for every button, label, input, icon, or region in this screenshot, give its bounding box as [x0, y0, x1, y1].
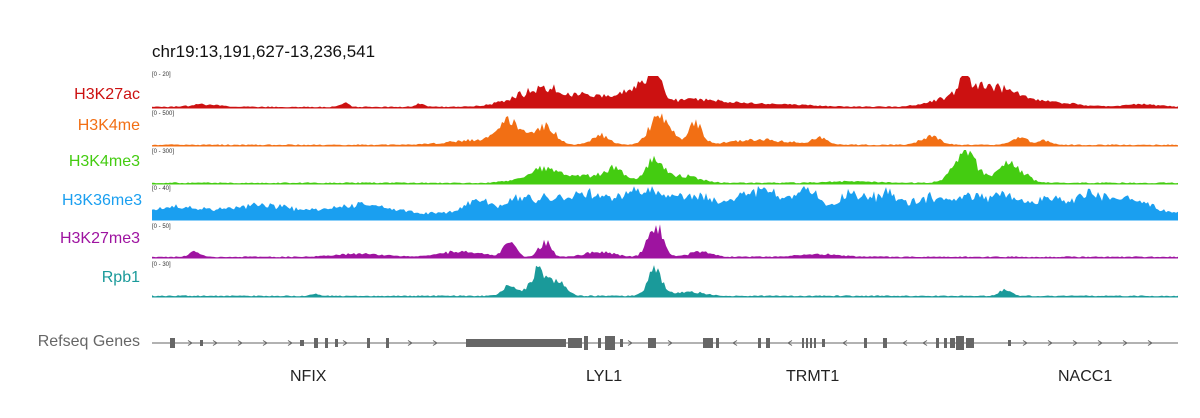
gene-label-trmt1[interactable]: TRMT1 — [786, 368, 840, 385]
range-rpb1: [0 - 30] — [152, 262, 171, 268]
strand-arrow — [342, 340, 348, 346]
track-label-h3k27me3[interactable]: H3K27me3 — [59, 230, 140, 247]
strand-arrow — [787, 340, 793, 346]
locus-coordinates[interactable]: chr19:13,191,627-13,236,541 — [152, 42, 376, 61]
exon-block[interactable] — [300, 340, 304, 346]
exon-block[interactable] — [966, 338, 974, 348]
strand-arrow — [237, 340, 243, 346]
exon-block[interactable] — [170, 338, 175, 348]
signal-rpb1[interactable] — [152, 265, 1178, 297]
strand-arrow — [532, 340, 538, 346]
track-label-h3k36me3[interactable]: H3K36me3 — [61, 192, 142, 209]
strand-arrow — [667, 340, 673, 346]
strand-arrow — [507, 340, 513, 346]
track-label-h3k4me[interactable]: H3K4me — [77, 117, 140, 134]
exon-block[interactable] — [568, 338, 582, 348]
range-h3k4me3: [0 - 300] — [152, 149, 175, 155]
exon-block[interactable] — [466, 339, 566, 347]
gene-label-lyl1[interactable]: LYL1 — [586, 368, 623, 385]
exon-block[interactable] — [883, 338, 887, 348]
exon-block[interactable] — [598, 338, 601, 348]
exon-block[interactable] — [758, 338, 761, 348]
exon-block[interactable] — [766, 338, 770, 348]
track-label-h3k4me3[interactable]: H3K4me3 — [68, 153, 140, 170]
strand-arrow — [732, 340, 738, 346]
strand-arrow — [407, 340, 413, 346]
signal-h3k4me[interactable] — [152, 113, 1178, 146]
strand-arrow — [432, 340, 438, 346]
track-label-refseq-genes[interactable]: Refseq Genes — [37, 333, 140, 350]
range-h3k36me3: [0 - 40] — [152, 186, 171, 192]
signal-h3k4me3[interactable] — [152, 150, 1178, 184]
exon-block[interactable] — [200, 340, 203, 346]
track-label-h3k27ac[interactable]: H3K27ac — [74, 86, 140, 103]
exon-block[interactable] — [716, 338, 719, 348]
strand-arrow — [902, 340, 908, 346]
signal-h3k27ac[interactable] — [152, 76, 1178, 108]
exon-block[interactable] — [822, 339, 825, 347]
exon-block[interactable] — [810, 338, 812, 348]
strand-arrow — [842, 340, 848, 346]
exon-block[interactable] — [584, 336, 588, 350]
exon-block[interactable] — [648, 338, 656, 348]
exon-block[interactable] — [1008, 340, 1011, 346]
exon-block[interactable] — [386, 338, 389, 348]
exon-block[interactable] — [806, 338, 808, 348]
exon-block[interactable] — [367, 338, 370, 348]
strand-arrow — [1072, 340, 1078, 346]
strand-arrow — [1147, 340, 1153, 346]
exon-block[interactable] — [864, 338, 867, 348]
strand-arrow — [262, 340, 268, 346]
signal-h3k36me3[interactable] — [152, 186, 1178, 220]
exon-block[interactable] — [950, 338, 955, 348]
strand-arrow — [1122, 340, 1128, 346]
gene-label-nfix[interactable]: NFIX — [290, 368, 327, 385]
strand-arrow — [627, 340, 633, 346]
track-label-rpb1[interactable]: Rpb1 — [101, 269, 140, 286]
strand-arrow — [212, 340, 218, 346]
exon-block[interactable] — [325, 338, 328, 348]
exon-block[interactable] — [956, 336, 964, 350]
strand-arrow — [187, 340, 193, 346]
exon-block[interactable] — [605, 336, 615, 350]
exon-block[interactable] — [944, 338, 947, 348]
strand-arrow — [287, 340, 293, 346]
signal-h3k27me3[interactable] — [152, 224, 1178, 258]
exon-block[interactable] — [802, 338, 804, 348]
strand-arrow — [1022, 340, 1028, 346]
exon-block[interactable] — [936, 338, 939, 348]
exon-block[interactable] — [703, 338, 713, 348]
exon-block[interactable] — [620, 339, 623, 347]
strand-arrow — [922, 340, 928, 346]
exon-block[interactable] — [314, 338, 318, 348]
range-h3k27ac: [0 - 20] — [152, 72, 171, 78]
exon-block[interactable] — [335, 339, 338, 347]
strand-arrow — [1047, 340, 1053, 346]
gene-label-nacc1[interactable]: NACC1 — [1058, 368, 1113, 385]
range-h3k4me: [0 - 500] — [152, 111, 175, 117]
strand-arrow — [1097, 340, 1103, 346]
exon-block[interactable] — [814, 338, 816, 348]
range-h3k27me3: [0 - 50] — [152, 224, 171, 230]
